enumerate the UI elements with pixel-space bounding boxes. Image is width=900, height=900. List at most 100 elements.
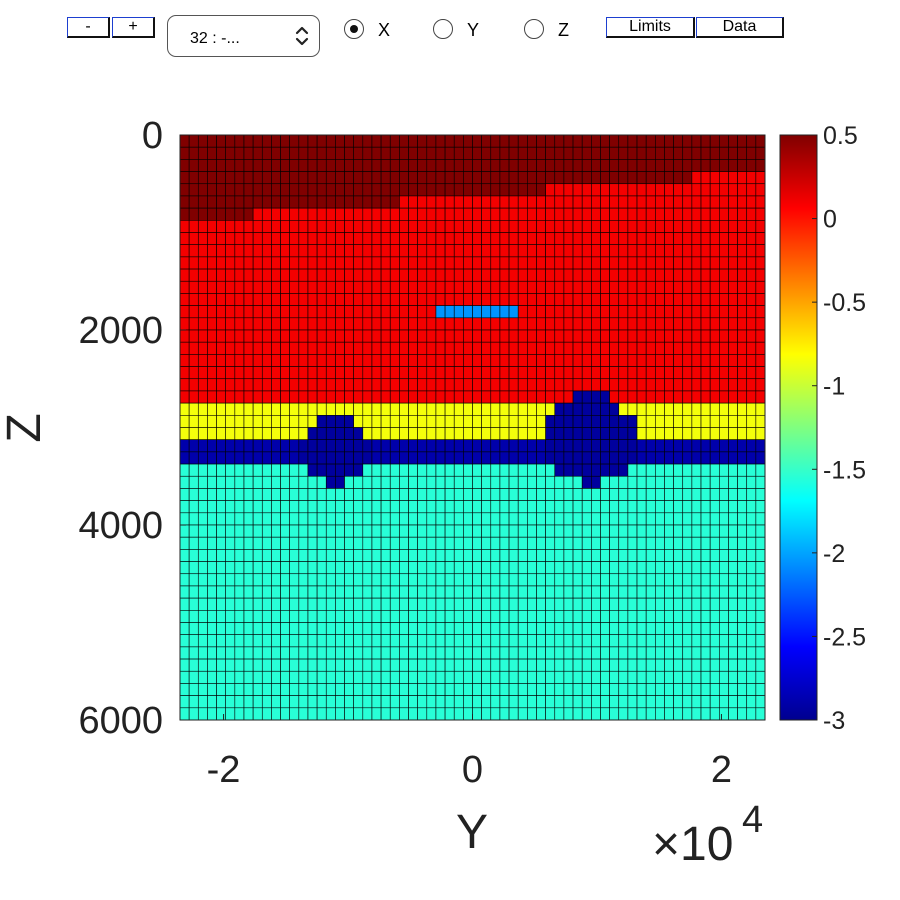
heatmap-cell: [517, 134, 528, 148]
heatmap-cell: [380, 646, 391, 660]
heatmap-cell: [371, 695, 382, 709]
heatmap-cell: [298, 610, 309, 623]
heatmap-cell: [508, 354, 519, 367]
heatmap-cell: [581, 232, 592, 245]
heatmap-cell: [453, 634, 464, 648]
radio-x-circle[interactable]: [344, 19, 364, 39]
y-axis-label: Z: [0, 413, 51, 442]
heatmap-cell: [280, 549, 290, 562]
heatmap-cell: [289, 683, 300, 696]
heatmap-cell: [609, 475, 620, 489]
heatmap-cell: [545, 463, 556, 477]
heatmap-cell: [234, 244, 245, 258]
heatmap-cell: [682, 427, 693, 440]
heatmap-cell: [335, 366, 345, 380]
heatmap-cell: [618, 524, 629, 538]
heatmap-cell: [316, 488, 327, 501]
heatmap-cell: [298, 390, 309, 404]
heatmap-cell: [207, 134, 217, 148]
heatmap-cell: [645, 670, 656, 684]
heatmap-cell: [325, 317, 336, 331]
heatmap-cell: [261, 622, 272, 635]
heatmap-cell: [261, 415, 272, 428]
heatmap-cell: [673, 597, 684, 611]
heatmap-cell: [682, 585, 693, 599]
heatmap-cell: [581, 670, 592, 684]
heatmap-cell: [645, 256, 656, 270]
limits-button[interactable]: Limits: [606, 17, 695, 38]
heatmap-cell: [472, 134, 482, 148]
heatmap-cell: [353, 244, 364, 258]
heatmap-cell: [718, 146, 729, 160]
heatmap-cell: [289, 183, 300, 197]
heatmap-cell: [426, 561, 437, 575]
heatmap-cell: [609, 220, 620, 233]
heatmap-cell: [563, 500, 574, 514]
heatmap-cell: [517, 390, 528, 404]
heatmap-cell: [755, 536, 766, 550]
heatmap-cell: [581, 341, 592, 355]
heatmap-cell: [499, 171, 510, 185]
slice-select[interactable]: 32 : -...: [167, 15, 320, 57]
heatmap-cell: [536, 390, 546, 404]
heatmap-cell: [664, 146, 674, 160]
heatmap-cell: [353, 427, 364, 440]
heatmap-cell: [563, 683, 574, 696]
heatmap-cell: [609, 561, 620, 575]
heatmap-cell: [335, 354, 345, 367]
heatmap-cell: [636, 427, 647, 440]
heatmap-cell: [545, 280, 556, 294]
heatmap-cell: [691, 549, 702, 562]
heatmap-cell: [728, 268, 738, 282]
heatmap-cell: [216, 536, 226, 550]
heatmap-cell: [517, 610, 528, 623]
heatmap-cell: [527, 622, 537, 635]
heatmap-cell: [380, 159, 391, 172]
heatmap-cell: [426, 256, 437, 270]
heatmap-cell: [636, 622, 647, 635]
heatmap-cell: [463, 463, 473, 477]
heatmap-cell: [737, 427, 748, 440]
increment-button[interactable]: +: [112, 17, 155, 38]
heatmap-cell: [737, 305, 748, 319]
heatmap-cell: [746, 634, 757, 648]
data-button[interactable]: Data: [696, 17, 784, 38]
decrement-button[interactable]: -: [67, 17, 110, 38]
heatmap-cell: [572, 146, 583, 160]
heatmap-cell: [581, 317, 592, 331]
heatmap-cell: [197, 512, 208, 526]
heatmap-cell: [362, 463, 373, 477]
heatmap-cell: [508, 256, 519, 270]
heatmap-cell: [207, 610, 217, 623]
heatmap-cell: [481, 183, 492, 197]
heatmap-cell: [591, 207, 601, 221]
heatmap-cell: [261, 293, 272, 306]
heatmap-cell: [371, 658, 382, 672]
heatmap-cell: [664, 329, 674, 343]
heatmap-cell: [618, 268, 629, 282]
heatmap-cell: [444, 341, 455, 355]
heatmap-cell: [298, 378, 309, 392]
heatmap-cell: [389, 670, 400, 684]
heatmap-cell: [234, 317, 245, 331]
heatmap-cell: [591, 646, 601, 660]
heatmap-cell: [453, 573, 464, 587]
heatmap-cell: [728, 207, 738, 221]
heatmap-cell: [664, 183, 674, 197]
heatmap-cell: [718, 695, 729, 709]
heatmap-cell: [627, 585, 638, 599]
heatmap-cell: [344, 183, 354, 197]
heatmap-cell: [655, 207, 665, 221]
heatmap-cell: [709, 415, 720, 428]
heatmap-cell: [718, 402, 729, 416]
heatmap-cell: [289, 220, 300, 233]
heatmap-cell: [344, 317, 354, 331]
heatmap-cell: [261, 244, 272, 258]
radio-y-circle[interactable]: [433, 19, 453, 39]
heatmap-cell: [316, 134, 327, 148]
heatmap-cell: [261, 268, 272, 282]
heatmap-cell: [618, 561, 629, 575]
heatmap-cell: [655, 378, 665, 392]
heatmap-cell: [481, 549, 492, 562]
radio-z-circle[interactable]: [524, 19, 544, 39]
